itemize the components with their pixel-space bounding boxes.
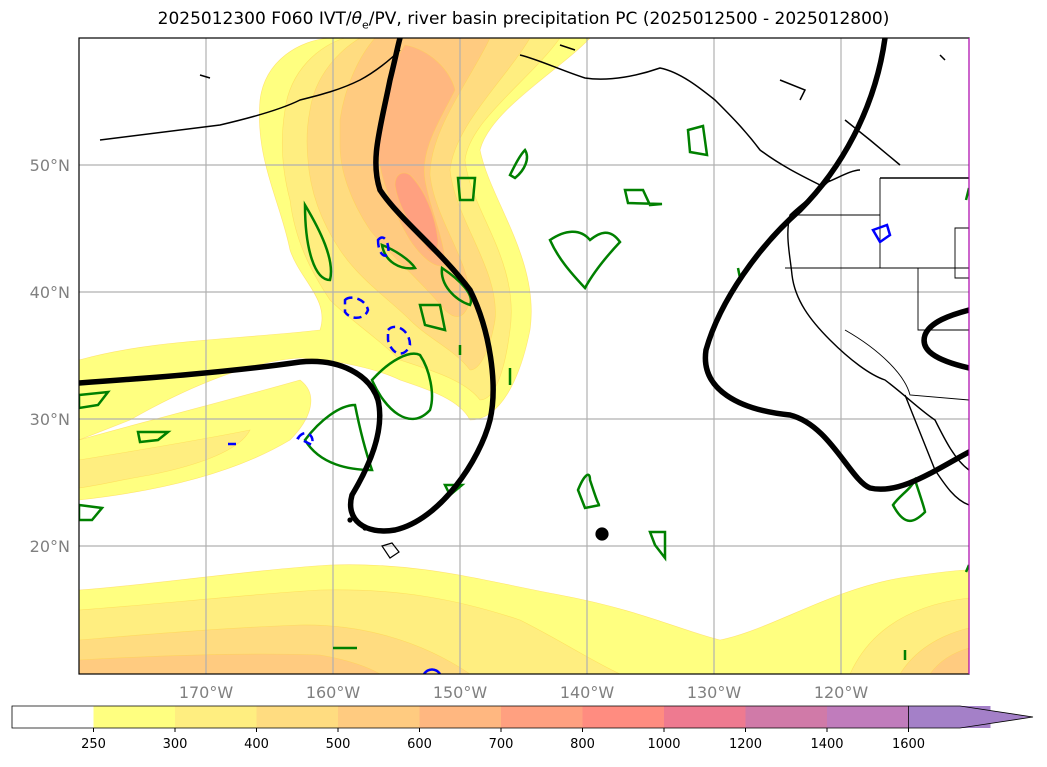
map-title: 2025012300 F060 IVT/θe/PV, river basin p… — [0, 9, 1047, 31]
pv-contours — [79, 38, 969, 534]
colorbar-segment — [256, 706, 339, 728]
colorbar-tick-label: 1200 — [729, 737, 762, 752]
colorbar-segment — [582, 706, 665, 728]
ivt-southern-band — [79, 564, 969, 674]
title-theta-sub: e — [362, 18, 369, 32]
colorbar-tick-label: 400 — [244, 737, 269, 752]
colorbar-tick-label: 1000 — [647, 737, 680, 752]
map-panel — [79, 38, 969, 674]
state-borders — [785, 178, 969, 401]
lon-label-150w: 150°W — [433, 683, 488, 702]
colorbar-segment — [501, 706, 583, 728]
colorbar-tick-label: 250 — [81, 737, 106, 752]
lon-label-160w: 160°W — [306, 683, 361, 702]
colorbar-segment — [664, 706, 746, 728]
colorbar-tick-label: 1400 — [810, 737, 843, 752]
colorbar-tick-label: 300 — [163, 737, 188, 752]
colorbar-segment — [745, 706, 828, 728]
colorbar-segment — [175, 706, 257, 728]
lat-label-30n: 30°N — [30, 410, 70, 429]
colorbar-tick-label: 500 — [326, 737, 351, 752]
lon-label-170w: 170°W — [179, 683, 234, 702]
colorbar: 250 300 400 500 600 700 800 1000 1200 1400 1600 — [11, 705, 1034, 752]
colorbar-segment — [12, 706, 94, 728]
latitude-labels: 50°N 40°N 30°N 20°N — [30, 156, 70, 556]
colorbar-frame — [11, 705, 909, 729]
lat-label-20n: 20°N — [30, 537, 70, 556]
lat-label-40n: 40°N — [30, 283, 70, 302]
lon-label-130w: 130°W — [687, 683, 742, 702]
title-theta: θ — [351, 9, 362, 29]
colorbar-tick-label: 1600 — [892, 737, 925, 752]
title-prefix: 2025012300 F060 IVT/ — [157, 9, 352, 29]
colorbar-segment — [827, 706, 909, 728]
colorbar-tick-label: 800 — [570, 737, 595, 752]
lon-label-140w: 140°W — [560, 683, 615, 702]
title-suffix: /PV, river basin precipitation PC (20250… — [368, 9, 890, 29]
colorbar-segment — [419, 706, 502, 728]
colorbar-tick-label: 700 — [489, 737, 514, 752]
lon-label-120w: 120°W — [814, 683, 869, 702]
colorbar-extend-arrow — [908, 705, 1034, 729]
colorbar-tick-label: 600 — [407, 737, 432, 752]
longitude-labels: 170°W 160°W 150°W 140°W 130°W 120°W — [179, 683, 869, 702]
colorbar-segment — [93, 706, 176, 728]
lat-label-50n: 50°N — [30, 156, 70, 175]
ivt-western-band — [79, 379, 312, 501]
colorbar-segment — [338, 706, 420, 728]
ivt-atmospheric-river — [79, 38, 591, 441]
negative-contours — [228, 223, 892, 674]
